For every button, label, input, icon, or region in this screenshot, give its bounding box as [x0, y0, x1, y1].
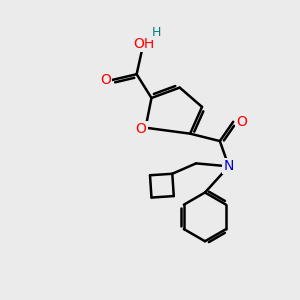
Text: OH: OH: [134, 37, 155, 51]
Text: H: H: [151, 26, 160, 39]
Text: O: O: [136, 122, 146, 136]
Text: O: O: [236, 115, 247, 129]
Text: O: O: [100, 73, 111, 87]
Text: N: N: [224, 159, 234, 173]
